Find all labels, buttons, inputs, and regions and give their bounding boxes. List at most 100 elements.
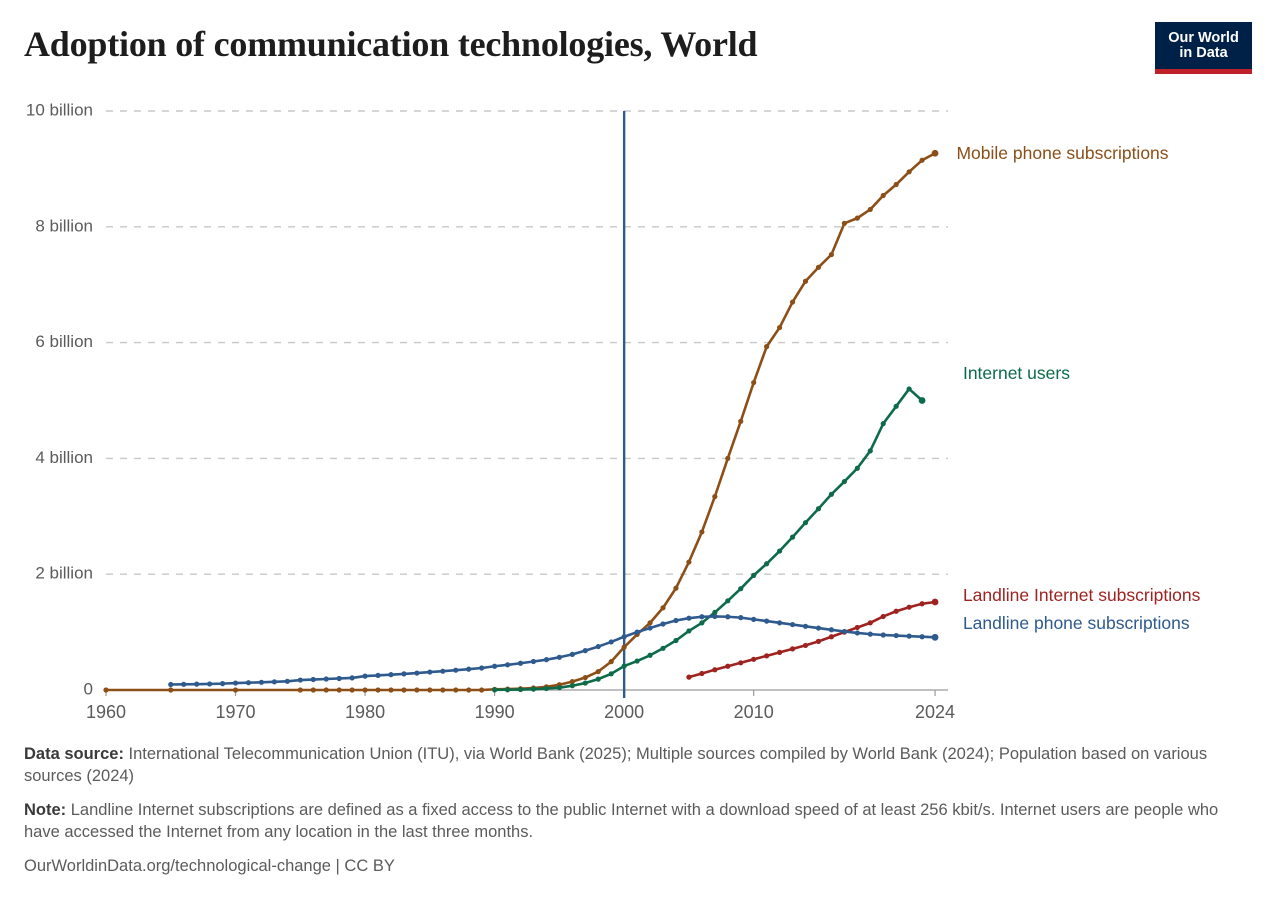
series-point: [815, 506, 822, 512]
series-point: [466, 687, 472, 693]
note-text: Landline Internet subscriptions are defi…: [24, 800, 1219, 841]
y-axis-tick-label: 8 billion: [35, 216, 93, 235]
line-chart-svg: 0 2 billion 4 billion 6 billion 8 billion 10 …: [26, 100, 1201, 722]
series-point: [893, 181, 899, 188]
series-point: [815, 638, 822, 644]
series-point: [647, 620, 653, 626]
series-point: [751, 572, 757, 578]
series-point: [828, 627, 835, 633]
series-end-marker: [931, 633, 939, 641]
series-label-0[interactable]: Mobile phone subscriptions: [956, 143, 1168, 163]
series-point: [517, 686, 524, 693]
x-axis-tick-label: 2000: [604, 702, 644, 722]
data-source-label: Data source:: [24, 745, 124, 763]
series-point: [375, 687, 381, 693]
series-point: [738, 418, 744, 424]
series-end-marker: [918, 397, 926, 404]
series-point: [634, 658, 640, 664]
source-link[interactable]: OurWorldinData.org/technological-change …: [24, 856, 395, 875]
series-point: [699, 670, 705, 677]
series-point: [854, 630, 860, 636]
series-point: [789, 534, 796, 540]
series-point: [440, 687, 446, 693]
series-point: [880, 192, 886, 199]
series-point: [168, 681, 174, 688]
series-point: [725, 455, 731, 461]
chart-plot-area[interactable]: 0 2 billion 4 billion 6 billion 8 billion 10 …: [0, 92, 1275, 740]
series-point: [789, 299, 796, 305]
series-point: [699, 614, 705, 620]
series-point: [427, 669, 433, 675]
series-point: [751, 379, 757, 386]
series-label-2[interactable]: Landline Internet subscriptions: [963, 585, 1201, 605]
series-point: [751, 616, 757, 622]
x-axis-tick-label: 2010: [734, 702, 774, 722]
series-point: [712, 494, 718, 500]
series-point: [634, 629, 640, 635]
our-world-in-data-logo[interactable]: Our World in Data: [1155, 22, 1252, 74]
y-axis-tick-label: 6 billion: [35, 332, 93, 351]
series-point: [543, 657, 550, 663]
series-point: [582, 648, 588, 654]
series-point: [802, 520, 809, 526]
series-point: [284, 678, 290, 684]
series-point: [388, 672, 394, 678]
series-point: [867, 448, 873, 454]
series-point: [712, 609, 718, 616]
series-point: [543, 685, 550, 692]
series-point: [738, 615, 744, 621]
series-point: [777, 620, 783, 626]
series-point: [919, 157, 925, 163]
series-point: [453, 667, 459, 673]
series-point: [906, 633, 912, 639]
series-point: [802, 642, 809, 649]
series-point: [297, 677, 303, 683]
series-point: [893, 632, 899, 639]
series-point: [621, 634, 627, 640]
series-point: [492, 687, 498, 693]
series-point: [789, 646, 796, 652]
series-point: [777, 324, 783, 331]
series-point: [414, 670, 420, 676]
series-point: [556, 685, 562, 691]
series-point: [764, 653, 770, 659]
series-point: [103, 687, 109, 693]
series-point: [738, 660, 744, 666]
series-point: [647, 625, 653, 631]
x-axis-tick-label: 1980: [345, 702, 385, 722]
series-point: [427, 687, 433, 693]
series-point: [453, 687, 459, 693]
series-point: [271, 679, 277, 685]
note-label: Note:: [24, 800, 67, 819]
series-point: [828, 491, 835, 497]
series-point: [828, 634, 835, 640]
series-point: [867, 620, 873, 626]
series-point: [504, 687, 511, 693]
series-point: [245, 680, 252, 686]
series-point: [660, 621, 666, 627]
series-point: [725, 663, 731, 669]
series-label-3[interactable]: Landline phone subscriptions: [963, 613, 1190, 633]
series-point: [854, 215, 860, 221]
series-point: [777, 548, 783, 554]
series-line-0[interactable]: [104, 151, 937, 692]
series-point: [479, 665, 485, 671]
series-point: [595, 676, 601, 682]
series-point: [647, 652, 653, 658]
series-point: [764, 618, 770, 624]
series-point: [388, 687, 394, 693]
series-line-1[interactable]: [493, 387, 924, 692]
series-point: [181, 681, 187, 687]
y-axis-tick-label: 2 billion: [35, 564, 93, 583]
series-point: [194, 681, 200, 687]
series-point: [673, 585, 679, 591]
series-point: [686, 674, 692, 680]
y-axis-tick-label: 10 billion: [26, 100, 93, 119]
series-point: [802, 623, 809, 629]
logo-line-1: Our World: [1168, 29, 1239, 46]
series-label-1[interactable]: Internet users: [963, 363, 1070, 383]
series-point: [880, 421, 886, 427]
series-point: [401, 671, 407, 677]
logo-line-2: in Data: [1179, 44, 1228, 61]
data-source-text: International Telecommunication Union (I…: [24, 745, 1208, 785]
